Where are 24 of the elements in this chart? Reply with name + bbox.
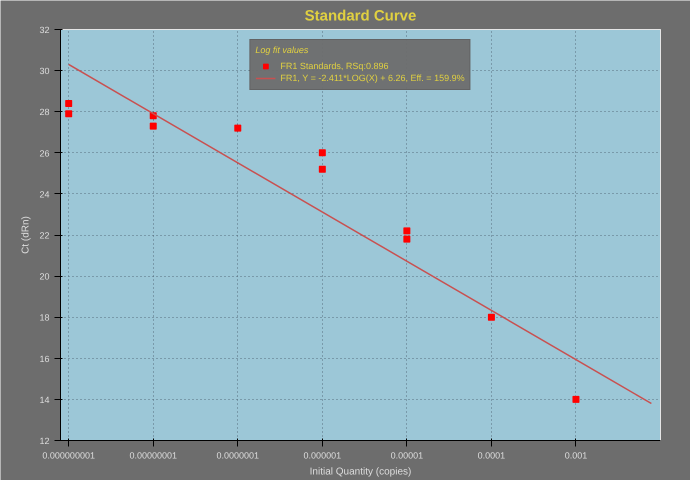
y-tick-label: 24 xyxy=(39,189,50,200)
y-tick-label: 32 xyxy=(39,25,50,35)
y-tick-label: 30 xyxy=(39,66,50,76)
x-axis-title: Initial Quantity (copies) xyxy=(310,466,412,478)
y-axis-title: Ct (dRn) xyxy=(20,216,32,254)
x-tick-label: 0.000001 xyxy=(304,450,342,460)
y-tick-label: 18 xyxy=(39,312,50,323)
y-tick-label: 20 xyxy=(39,272,50,282)
x-tick-label: 0.00001 xyxy=(390,450,424,460)
y-tick-label: 28 xyxy=(39,107,50,118)
x-tick-label: 0.000000001 xyxy=(42,450,95,460)
legend-label: FR1, Y = -2.411*LOG(X) + 6.26, Eff. = 159.9% xyxy=(280,72,465,84)
y-tick-label: 22 xyxy=(39,230,50,240)
x-tick-label: 0.0001 xyxy=(478,450,506,460)
x-tick-label: 0.001 xyxy=(564,450,588,460)
legend-title: Log fit values xyxy=(255,45,310,55)
legend-label: FR1 Standards, RSq:0.896 xyxy=(280,60,388,72)
chart-title: Standard Curve xyxy=(304,8,416,24)
x-tick-label: 0.0000001 xyxy=(216,450,260,460)
y-tick-label: 12 xyxy=(39,436,50,446)
y-tick-label: 14 xyxy=(39,394,50,405)
y-tick-label: 16 xyxy=(39,354,50,364)
x-tick-label: 0.00000001 xyxy=(129,450,178,460)
y-tick-label: 26 xyxy=(39,148,50,158)
